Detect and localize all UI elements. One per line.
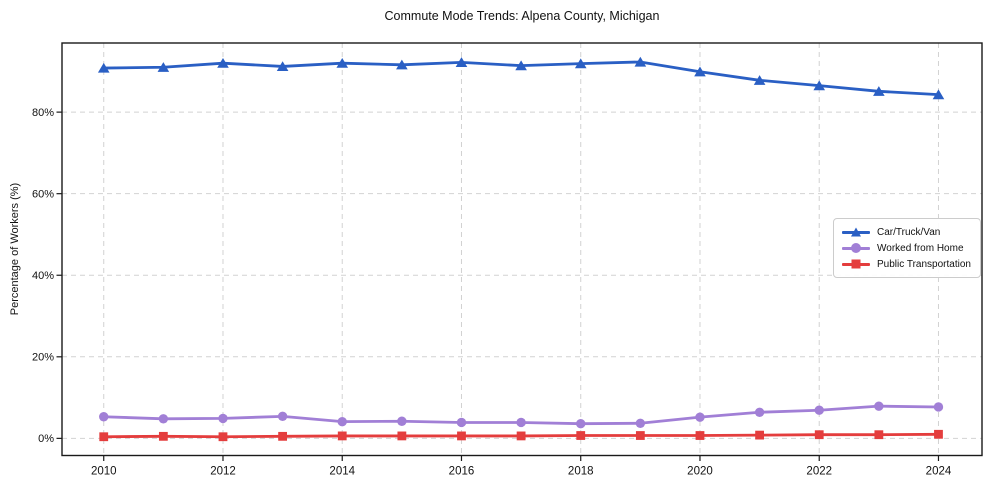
- circle-marker-icon: [851, 243, 861, 253]
- data-point-worked-from-home: [754, 407, 765, 417]
- x-tick-label: 2018: [568, 466, 594, 478]
- data-point-public-transportation: [516, 431, 526, 441]
- data-point-worked-from-home: [337, 416, 347, 427]
- triangle-marker-icon: [851, 227, 861, 237]
- x-tick-label: 2012: [210, 466, 236, 478]
- data-point-car-truck-van: [634, 56, 647, 67]
- data-point-public-transportation: [814, 430, 824, 440]
- data-point-worked-from-home: [516, 417, 526, 428]
- data-point-car-truck-van: [97, 62, 110, 73]
- x-tick-label: 2022: [806, 466, 832, 478]
- y-tick-label: 40%: [32, 270, 54, 282]
- legend-item-car-truck-van: Car/Truck/Van: [842, 226, 971, 238]
- y-tick-label: 20%: [32, 352, 54, 364]
- data-point-car-truck-van: [396, 59, 408, 70]
- data-point-public-transportation: [874, 430, 884, 440]
- plot-border: [61, 42, 983, 457]
- x-tick-label: 2020: [687, 466, 713, 478]
- legend-swatch: [842, 258, 870, 270]
- data-point-worked-from-home: [218, 413, 228, 424]
- data-point-car-truck-van: [336, 57, 349, 68]
- data-point-worked-from-home: [158, 414, 169, 424]
- data-point-public-transportation: [755, 430, 765, 440]
- data-point-public-transportation: [934, 429, 943, 439]
- data-point-public-transportation: [337, 431, 347, 441]
- data-point-public-transportation: [99, 432, 109, 442]
- legend-swatch: [842, 242, 870, 254]
- data-point-car-truck-van: [276, 61, 289, 72]
- data-point-car-truck-van: [157, 62, 170, 72]
- legend-item-worked-from-home: Worked from Home: [842, 242, 971, 254]
- data-point-public-transportation: [695, 431, 705, 440]
- square-marker-icon: [851, 259, 861, 269]
- x-tick-label: 2016: [449, 466, 475, 478]
- data-point-public-transportation: [635, 431, 645, 440]
- data-point-worked-from-home: [695, 412, 705, 422]
- legend-swatch: [842, 226, 870, 238]
- y-tick-label: 0%: [38, 433, 54, 445]
- data-point-car-truck-van: [873, 86, 885, 96]
- y-tick-label: 80%: [32, 107, 54, 119]
- data-point-worked-from-home: [277, 411, 288, 422]
- legend-label: Worked from Home: [877, 242, 964, 254]
- x-tick-label: 2014: [329, 466, 355, 478]
- data-point-car-truck-van: [574, 58, 587, 69]
- x-tick-label: 2024: [926, 466, 952, 478]
- legend-item-public-transportation: Public Transportation: [842, 258, 971, 270]
- x-tick-label: 2010: [91, 466, 117, 478]
- data-point-worked-from-home: [397, 416, 407, 426]
- data-point-worked-from-home: [933, 402, 944, 412]
- data-point-car-truck-van: [217, 57, 229, 68]
- data-point-public-transportation: [397, 431, 407, 441]
- data-point-car-truck-van: [932, 89, 945, 100]
- data-point-car-truck-van: [694, 66, 706, 77]
- data-point-worked-from-home: [874, 401, 884, 411]
- legend-label: Public Transportation: [877, 258, 971, 270]
- data-point-worked-from-home: [99, 412, 109, 422]
- data-point-worked-from-home: [814, 405, 824, 415]
- data-point-public-transportation: [457, 431, 466, 441]
- data-point-worked-from-home: [576, 418, 586, 429]
- data-point-public-transportation: [278, 431, 288, 441]
- data-point-public-transportation: [158, 431, 168, 441]
- legend-label: Car/Truck/Van: [877, 226, 941, 238]
- chart-title: Commute Mode Trends: Alpena County, Mich…: [384, 9, 660, 23]
- data-point-worked-from-home: [456, 417, 467, 428]
- data-point-public-transportation: [576, 431, 586, 440]
- data-point-car-truck-van: [515, 60, 527, 71]
- data-point-car-truck-van: [753, 75, 766, 85]
- data-point-worked-from-home: [635, 418, 646, 428]
- y-tick-label: 60%: [32, 188, 54, 200]
- legend: Car/Truck/Van Worked from Home Public Tran…: [833, 218, 981, 278]
- data-point-car-truck-van: [455, 57, 468, 67]
- data-point-public-transportation: [218, 432, 228, 442]
- data-point-car-truck-van: [813, 80, 826, 91]
